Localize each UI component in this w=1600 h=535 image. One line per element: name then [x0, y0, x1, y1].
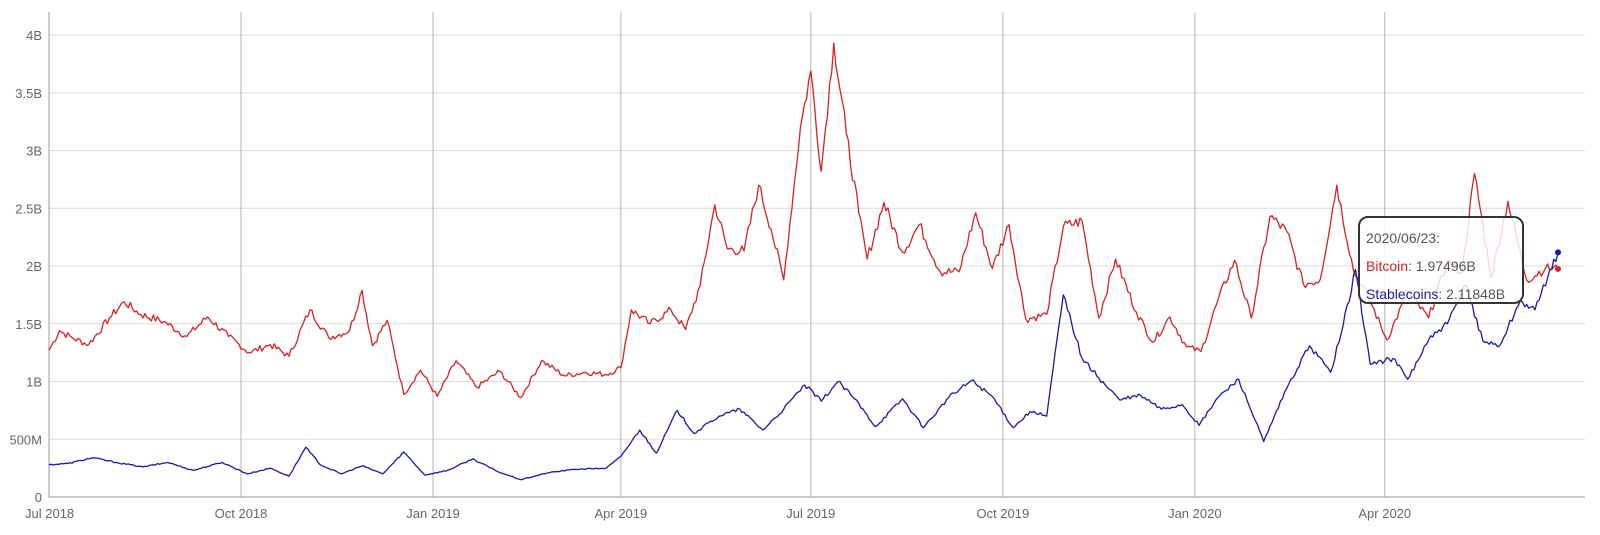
y-tick-label: 3B: [26, 144, 42, 159]
y-tick-label: 0: [35, 490, 42, 505]
tooltip-bitcoin-value: : 1.97496B: [1408, 258, 1476, 274]
tooltip-bitcoin-label: Bitcoin: [1366, 258, 1409, 274]
y-tick-label: 1B: [26, 375, 42, 390]
tooltip-date: 2020/06/23:: [1366, 230, 1440, 246]
horizontal-gridlines: [49, 34, 1585, 440]
y-tick-label: 1.5B: [15, 317, 42, 332]
y-tick-label: 2B: [26, 259, 42, 274]
y-axis-tick-labels: 0 500M 1B 1.5B 2B 2.5B 3B 3.5B 4B: [9, 28, 42, 505]
x-tick-label: Jul 2019: [786, 506, 835, 521]
hover-tooltip: 2020/06/23: Bitcoin: 1.97496B Stablecoin…: [1358, 216, 1524, 304]
hover-marker-stablecoins: [1555, 249, 1561, 256]
series-layer: [48, 42, 1561, 481]
x-tick-label: Jan 2019: [406, 506, 460, 521]
y-tick-label: 2.5B: [15, 201, 42, 216]
x-axis-tick-labels: Jul 2018 Oct 2018 Jan 2019 Apr 2019 Jul 2019…: [25, 506, 1411, 521]
x-tick-label: Oct 2018: [215, 506, 268, 521]
series-line-stablecoins: [48, 252, 1559, 481]
tooltip-stablecoins-label: Stablecoins: [1366, 286, 1439, 302]
hover-marker-bitcoin: [1555, 265, 1561, 272]
vertical-gridlines: [48, 12, 1386, 497]
x-tick-label: Apr 2020: [1358, 506, 1411, 521]
x-tick-label: Apr 2019: [594, 506, 647, 521]
tooltip-bitcoin-row: Bitcoin: 1.97496B: [1366, 252, 1522, 280]
x-tick-label: Jul 2018: [25, 506, 74, 521]
series-line-bitcoin: [48, 42, 1559, 399]
y-tick-label: 3.5B: [15, 86, 42, 101]
tooltip-stablecoins-row: Stablecoins: 2.11848B: [1366, 280, 1522, 308]
y-tick-label: 500M: [9, 432, 42, 447]
y-tick-label: 4B: [26, 28, 42, 43]
x-tick-label: Jan 2020: [1168, 506, 1222, 521]
tooltip-stablecoins-value: : 2.11848B: [1438, 286, 1506, 302]
x-tick-label: Oct 2019: [976, 506, 1029, 521]
